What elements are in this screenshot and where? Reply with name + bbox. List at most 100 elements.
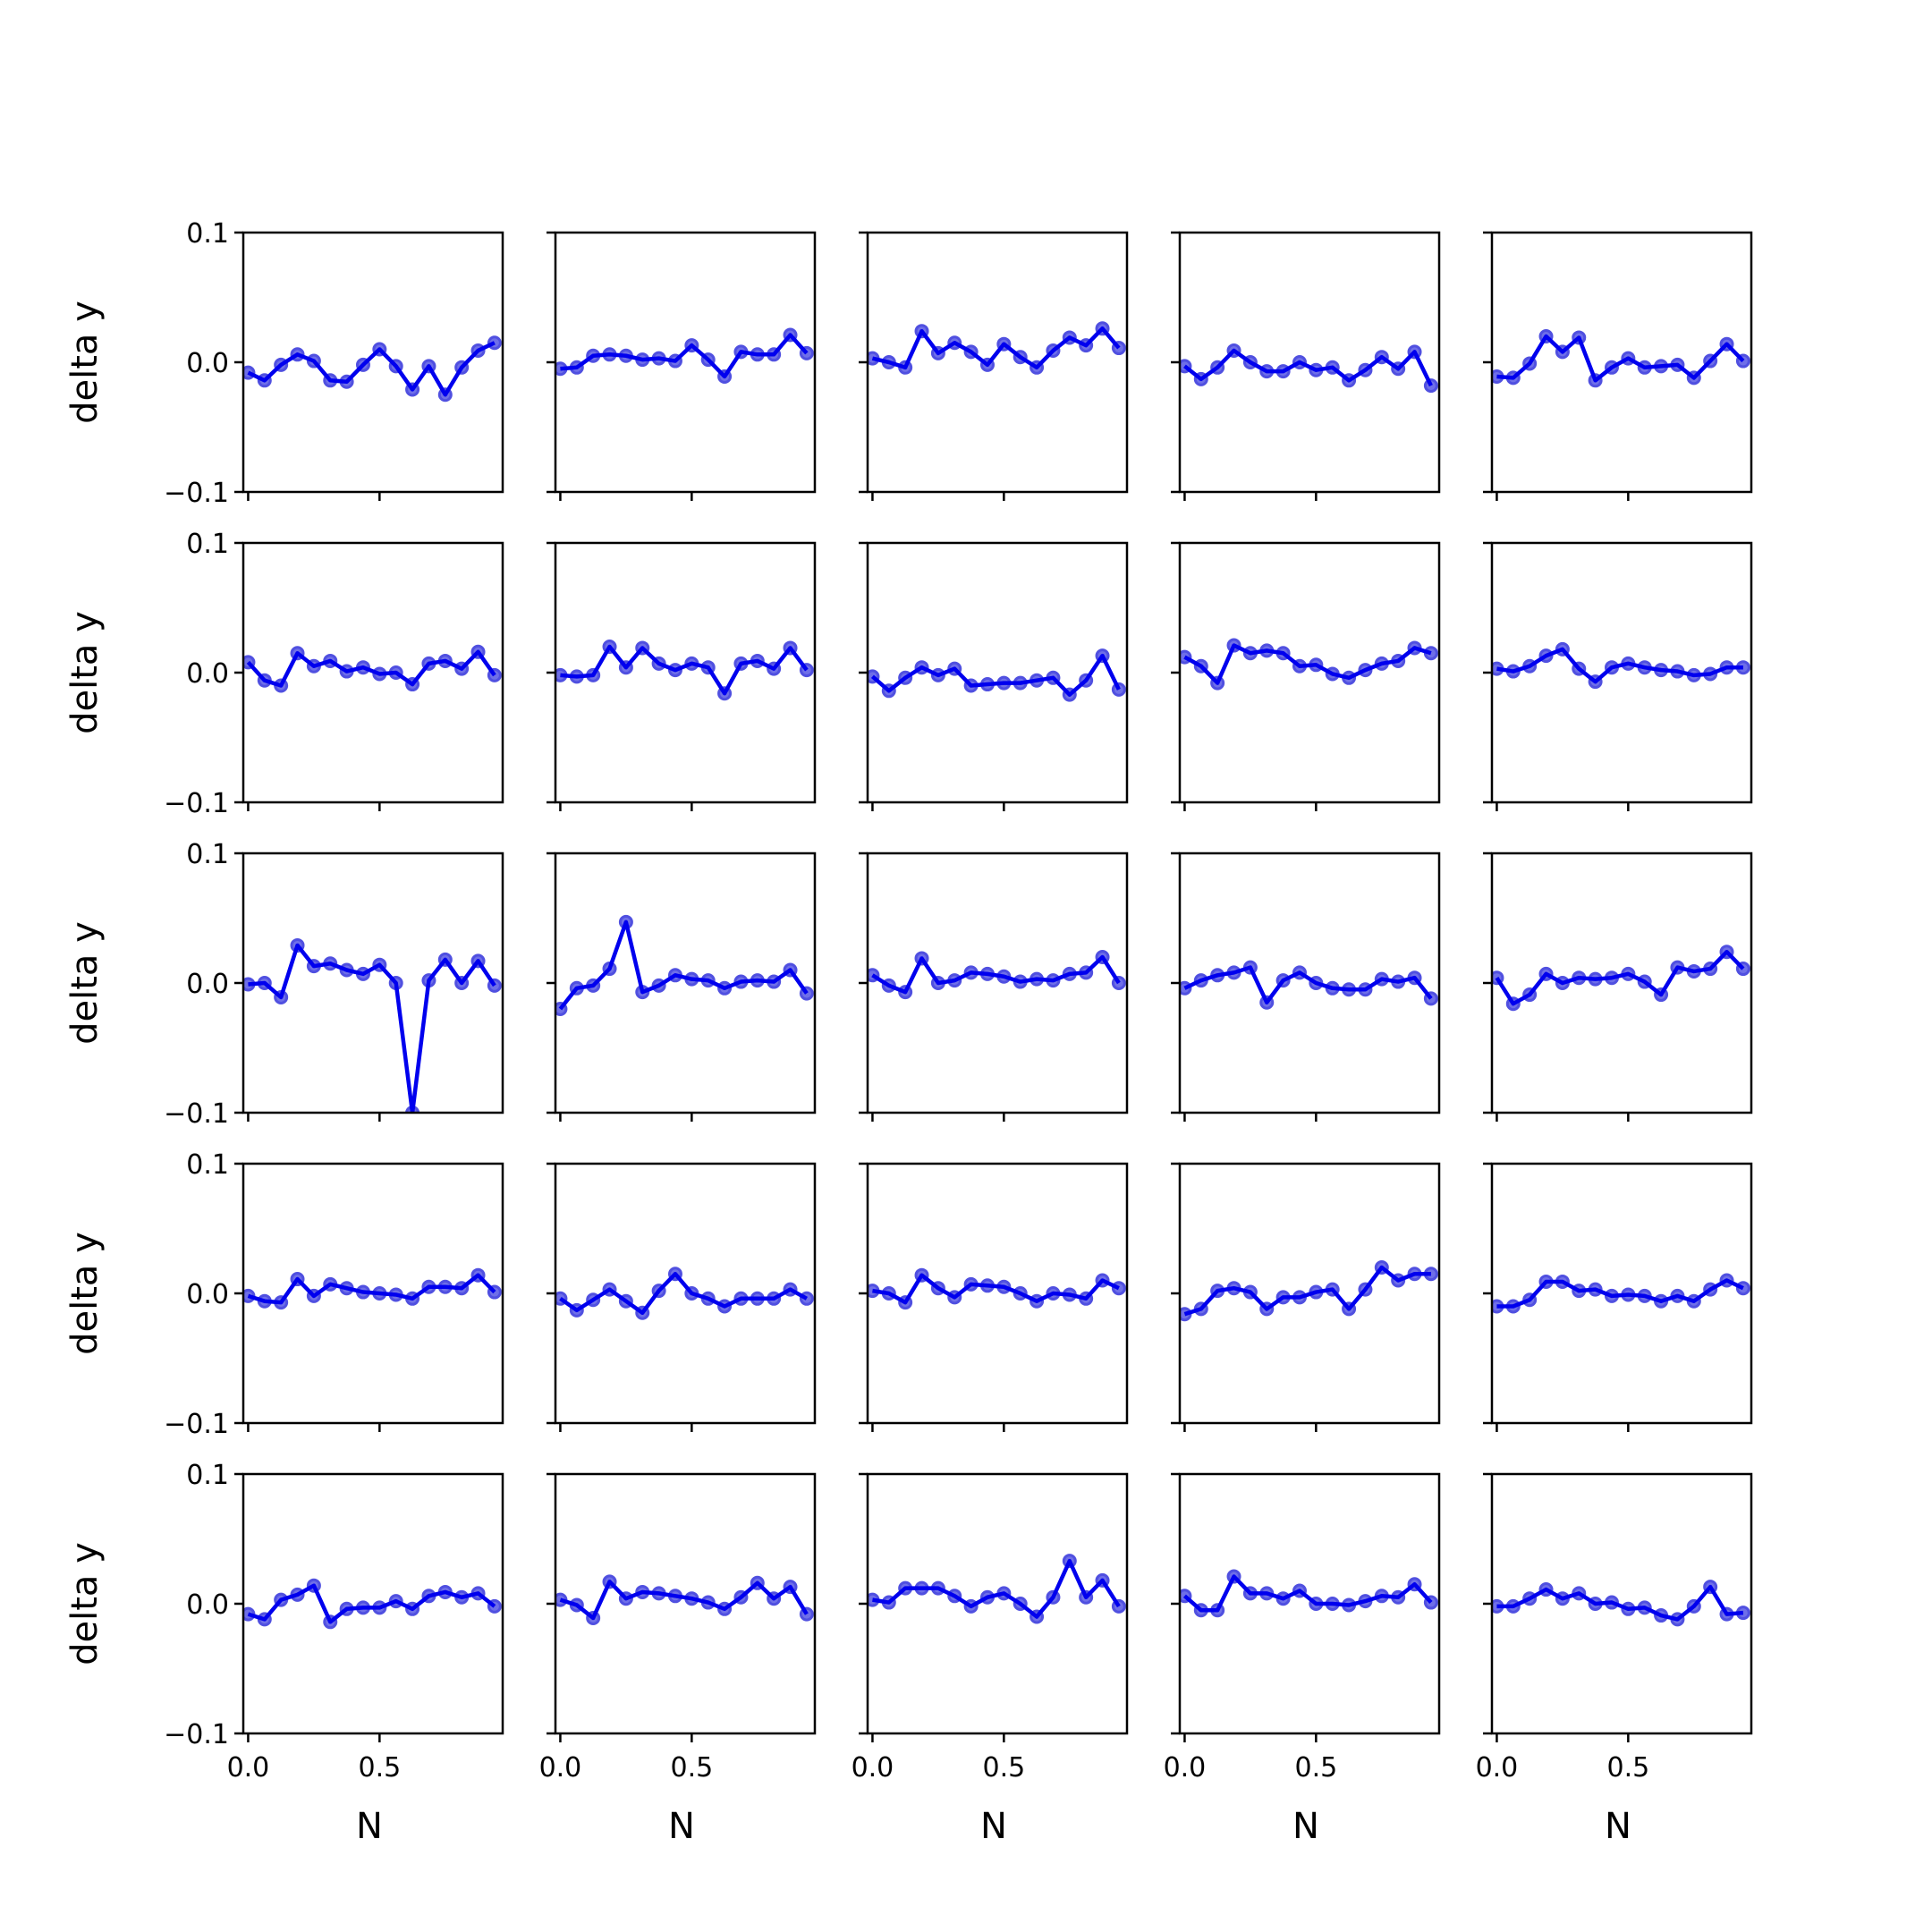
plot-area (555, 327, 814, 384)
plot-area (1180, 638, 1438, 691)
y-tick-label: 0.1 (186, 1149, 229, 1181)
axes-frame (866, 852, 1129, 1114)
subplot-r1-c2 (547, 231, 817, 501)
subplot-r4-c2 (547, 1162, 817, 1432)
y-axis-label: delta y (64, 1232, 106, 1355)
plot-area (243, 1578, 502, 1630)
subplot-r1-c4 (1171, 231, 1441, 501)
y-tick-label: −0.1 (164, 788, 229, 819)
subplot-r5-c3: 0.0 0.5 N (852, 1472, 1129, 1847)
y-tick-label: 0.0 (186, 658, 229, 690)
series-line (1183, 965, 1433, 1004)
subplot-r5-c2: 0.0 0.5 N (539, 1472, 817, 1847)
subplot-r3-c4 (1171, 852, 1441, 1122)
plot-area (555, 1267, 814, 1320)
y-axis-label: delta y (64, 921, 106, 1045)
series-line (870, 653, 1121, 697)
series-line (248, 943, 496, 1113)
x-tick-label: 0.5 (1606, 1752, 1649, 1784)
series-line (1183, 1265, 1431, 1317)
subplot-r5-c5: 0.0 0.5 N (1476, 1472, 1753, 1847)
x-axis-label: N (980, 1806, 1007, 1847)
subplot-r3-c2 (547, 852, 817, 1122)
plot-area (1492, 329, 1750, 388)
x-tick-label: 0.0 (227, 1752, 270, 1784)
series-line (1495, 949, 1745, 1006)
axes-frame (1178, 541, 1441, 804)
series-line (558, 919, 809, 1011)
series-line (560, 333, 809, 379)
y-axis-label: delta y (64, 611, 106, 734)
x-tick-label: 0.0 (1476, 1752, 1519, 1784)
x-tick-label: 0.0 (539, 1752, 582, 1784)
plot-area (243, 644, 502, 693)
subplot-r3-c1: 0.1 0.0 −0.1 delta y (64, 839, 504, 1130)
x-axis-label: N (356, 1806, 383, 1847)
plot-area (868, 321, 1126, 375)
x-axis-label: N (668, 1806, 695, 1847)
x-tick-label: 0.5 (670, 1752, 713, 1784)
subplot-r3-c5 (1483, 852, 1753, 1122)
plot-area (1180, 1260, 1438, 1322)
subplot-r4-c4 (1171, 1162, 1441, 1432)
y-tick-label: 0.0 (186, 1589, 229, 1621)
y-tick-label: 0.1 (186, 218, 229, 250)
series-line (1496, 647, 1743, 684)
plot-area (1492, 1580, 1750, 1627)
plot-area (555, 640, 814, 701)
subplot-r4-c5 (1483, 1162, 1753, 1432)
y-tick-label: −0.1 (164, 1098, 229, 1130)
y-tick-label: −0.1 (164, 1409, 229, 1440)
series-line (871, 326, 1121, 370)
x-tick-label: 0.5 (358, 1752, 401, 1784)
plot-area (1492, 1273, 1750, 1314)
y-tick-label: −0.1 (164, 1719, 229, 1750)
y-tick-label: 0.1 (186, 529, 229, 560)
plot-area (868, 1267, 1126, 1310)
series-line (872, 1273, 1120, 1305)
x-tick-label: 0.5 (982, 1752, 1025, 1784)
series-line (247, 1583, 496, 1624)
subplot-r2-c4 (1171, 541, 1441, 811)
subplot-r2-c3 (859, 541, 1129, 811)
series-line (1496, 1584, 1744, 1622)
axes-frame (1490, 852, 1753, 1114)
series-line (559, 1580, 809, 1621)
plot-area (1180, 1569, 1438, 1618)
plot-area (868, 950, 1126, 1000)
plot-area (1180, 960, 1438, 1010)
series-line (247, 341, 496, 397)
y-axis-label: delta y (64, 301, 106, 424)
plot-area (555, 1574, 814, 1625)
plot-area (1180, 343, 1438, 394)
series-line (1496, 334, 1745, 383)
subplot-r4-c3 (859, 1162, 1129, 1432)
y-tick-label: 0.1 (186, 839, 229, 870)
plot-area (555, 914, 814, 1016)
plot-area (868, 1554, 1126, 1624)
y-axis-label: delta y (64, 1542, 106, 1665)
subplot-r1-c1: 0.1 0.0 −0.1 delta y (64, 218, 504, 509)
series-line (1183, 348, 1433, 387)
series-line (1496, 1278, 1744, 1309)
x-tick-label: 0.0 (1164, 1752, 1207, 1784)
plot-area (1492, 641, 1750, 690)
subplot-r2-c2 (547, 541, 817, 811)
subplot-r5-c4: 0.0 0.5 N (1164, 1472, 1441, 1847)
subplot-r2-c1: 0.1 0.0 −0.1 delta y (64, 529, 504, 819)
plot-area (868, 648, 1126, 702)
y-tick-label: 0.0 (186, 1279, 229, 1310)
y-tick-label: −0.1 (164, 478, 229, 509)
subplot-r1-c5 (1483, 231, 1753, 501)
subplot-r1-c3 (859, 231, 1129, 501)
plot-area (243, 1267, 502, 1310)
subplot-r4-c1: 0.1 0.0 −0.1 delta y (64, 1149, 504, 1440)
subplot-r3-c3 (859, 852, 1129, 1122)
plot-area (243, 335, 502, 402)
series-line (871, 954, 1121, 995)
x-axis-label: N (1605, 1806, 1631, 1847)
x-tick-label: 0.5 (1294, 1752, 1337, 1784)
series-line (560, 644, 809, 696)
